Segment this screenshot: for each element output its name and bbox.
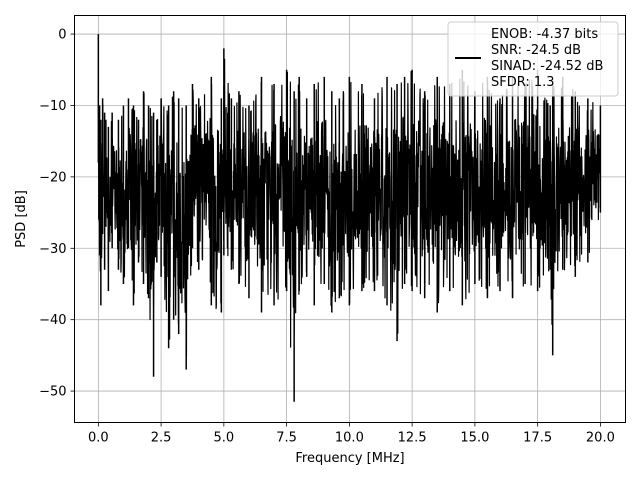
x-tick-label: 15.0 <box>460 431 489 446</box>
y-tick-label: −10 <box>39 99 66 114</box>
legend-sinad: SINAD: -24.52 dB <box>491 59 603 74</box>
legend-box <box>447 21 619 97</box>
x-tick-label: 20.0 <box>586 431 615 446</box>
y-tick-label: −30 <box>39 242 66 257</box>
y-tick-label: 0 <box>58 28 66 43</box>
x-axis-label: Frequency [MHz] <box>295 451 404 466</box>
x-tick-label: 17.5 <box>523 431 552 446</box>
plot-frame <box>74 15 626 423</box>
axis-ticks: 0.0 2.5 5.0 7.5 10.0 12.5 15.0 17.5 20.0 0 −10 −20 −… <box>39 28 615 446</box>
x-tick-label: 10.0 <box>335 431 364 446</box>
legend-snr: SNR: -24.5 dB <box>491 43 581 58</box>
legend-sfdr: SFDR: 1.3 <box>491 75 555 90</box>
x-tick-label: 5.0 <box>214 431 235 446</box>
legend-enob: ENOB: -4.37 bits <box>491 27 598 42</box>
y-tick-label: −50 <box>39 385 66 400</box>
x-tick-label: 7.5 <box>276 431 297 446</box>
y-tick-label: −20 <box>39 170 66 185</box>
x-tick-label: 12.5 <box>398 431 427 446</box>
x-tick-label: 0.0 <box>88 431 109 446</box>
legend: ENOB: -4.37 bits SNR: -24.5 dB SINAD: -2… <box>447 21 619 97</box>
y-axis-label: PSD [dB] <box>14 190 29 248</box>
psd-trace <box>97 34 602 402</box>
y-tick-label: −40 <box>39 313 66 328</box>
x-tick-label: 2.5 <box>151 431 172 446</box>
